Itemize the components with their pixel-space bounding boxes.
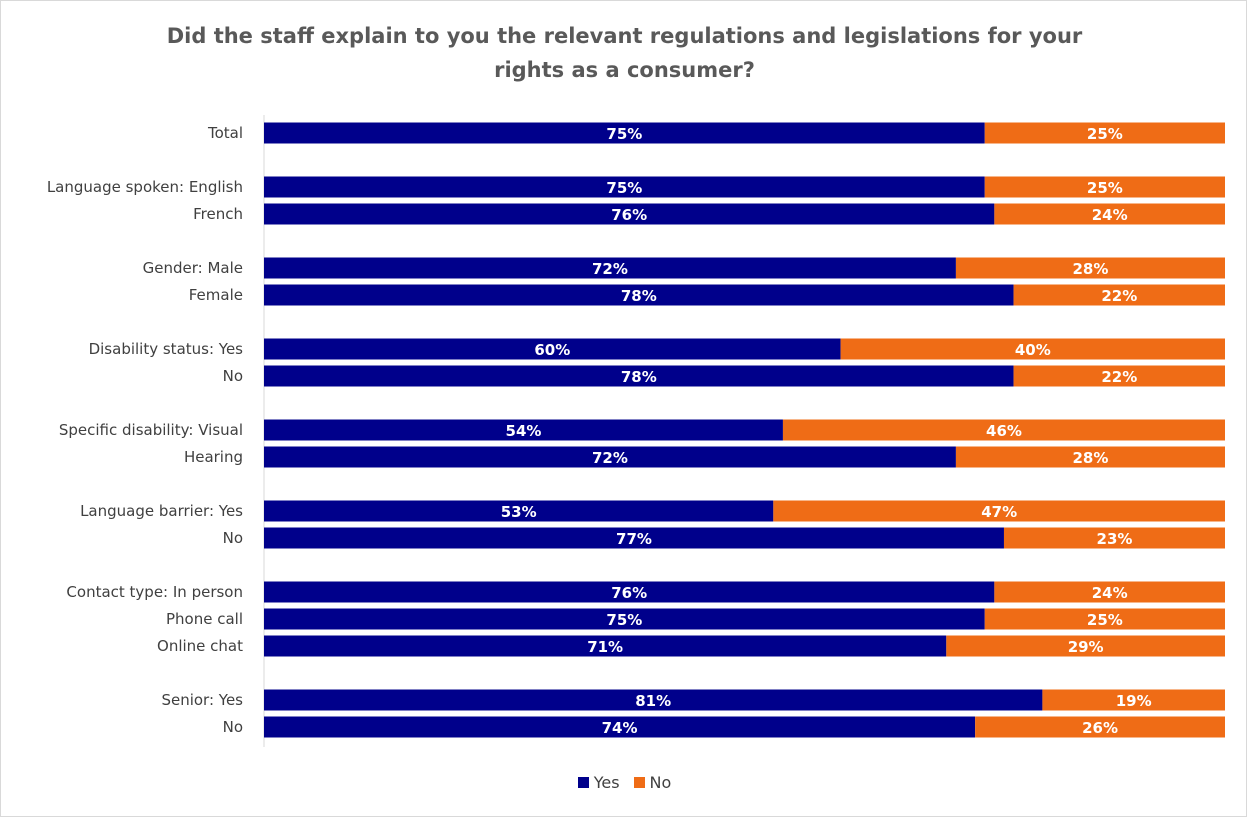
category-label: No xyxy=(223,529,243,547)
bar-no xyxy=(955,446,1225,468)
data-label-yes: 75% xyxy=(606,611,642,629)
data-label-no: 24% xyxy=(1092,584,1128,602)
data-label-yes: 76% xyxy=(611,584,647,602)
data-label-no: 19% xyxy=(1116,692,1152,710)
data-label-no: 26% xyxy=(1082,719,1118,737)
legend-swatch-no xyxy=(633,777,645,788)
data-label-yes: 75% xyxy=(606,125,642,143)
bar-yes xyxy=(264,122,985,144)
data-label-yes: 78% xyxy=(621,368,657,386)
data-label-yes: 72% xyxy=(592,260,628,278)
data-label-no: 28% xyxy=(1073,260,1109,278)
data-label-no: 25% xyxy=(1087,611,1123,629)
chart-title: Did the staff explain to you the relevan… xyxy=(166,24,1083,82)
data-label-no: 22% xyxy=(1101,368,1137,386)
legend-swatch-yes xyxy=(577,777,589,788)
legend: Yes No xyxy=(1,773,1247,792)
bar-yes xyxy=(264,689,1043,711)
bar-no xyxy=(975,716,1225,738)
bar-no xyxy=(994,581,1225,603)
data-label-yes: 54% xyxy=(506,422,542,440)
category-label: Female xyxy=(189,286,243,304)
bar-no xyxy=(1013,284,1225,306)
category-label: Hearing xyxy=(184,448,243,466)
bar-yes xyxy=(264,338,841,360)
bar-no xyxy=(994,203,1225,225)
bar-yes xyxy=(264,581,995,603)
data-label-yes: 60% xyxy=(534,341,570,359)
bar-yes xyxy=(264,527,1004,549)
bar-no xyxy=(1003,527,1225,549)
bar-no xyxy=(984,176,1225,198)
category-label: Phone call xyxy=(166,610,243,628)
bar-yes xyxy=(264,257,956,279)
bar-no xyxy=(1013,365,1225,387)
category-label: Online chat xyxy=(157,637,243,655)
data-label-yes: 72% xyxy=(592,449,628,467)
category-label: Total xyxy=(207,124,243,142)
bar-no xyxy=(984,122,1225,144)
bar-no xyxy=(955,257,1225,279)
data-label-no: 29% xyxy=(1068,638,1104,656)
data-label-yes: 71% xyxy=(587,638,623,656)
bar-yes xyxy=(264,365,1014,387)
bar-no xyxy=(840,338,1225,360)
category-label: Disability status: Yes xyxy=(89,340,244,358)
data-label-yes: 78% xyxy=(621,287,657,305)
bar-yes xyxy=(264,608,985,630)
bar-no xyxy=(946,635,1225,657)
bar-no xyxy=(1042,689,1225,711)
data-label-yes: 77% xyxy=(616,530,652,548)
bar-yes xyxy=(264,716,976,738)
legend-label-no: No xyxy=(649,773,672,792)
bar-yes xyxy=(264,446,956,468)
data-label-no: 40% xyxy=(1015,341,1051,359)
data-label-no: 23% xyxy=(1097,530,1133,548)
bar-yes xyxy=(264,176,985,198)
data-label-no: 28% xyxy=(1073,449,1109,467)
bar-no xyxy=(782,419,1225,441)
legend-label-yes: Yes xyxy=(593,773,620,792)
bar-yes xyxy=(264,635,947,657)
category-label: No xyxy=(223,718,243,736)
category-label: Gender: Male xyxy=(143,259,243,277)
plot-area: Total 75% 25% Language spoken: English 75% 25… xyxy=(47,115,1225,747)
data-label-no: 25% xyxy=(1087,179,1123,197)
data-label-no: 46% xyxy=(986,422,1022,440)
data-label-yes: 75% xyxy=(606,179,642,197)
data-label-yes: 76% xyxy=(611,206,647,224)
category-label: Contact type: In person xyxy=(66,583,243,601)
data-label-no: 22% xyxy=(1101,287,1137,305)
category-label: Senior: Yes xyxy=(161,691,243,709)
data-label-no: 47% xyxy=(981,503,1017,521)
data-label-no: 25% xyxy=(1087,125,1123,143)
bar-yes xyxy=(264,203,995,225)
bar-no xyxy=(773,500,1225,522)
category-label: Language barrier: Yes xyxy=(80,502,243,520)
category-label: Specific disability: Visual xyxy=(59,421,243,439)
category-label: Language spoken: English xyxy=(47,178,243,196)
data-label-yes: 81% xyxy=(635,692,671,710)
data-label-yes: 53% xyxy=(501,503,537,521)
bar-yes xyxy=(264,284,1014,306)
legend-item-yes: Yes xyxy=(577,773,620,792)
bar-no xyxy=(984,608,1225,630)
bar-yes xyxy=(264,500,774,522)
category-label: French xyxy=(193,205,243,223)
legend-item-no: No xyxy=(633,773,672,792)
bar-yes xyxy=(264,419,783,441)
data-label-no: 24% xyxy=(1092,206,1128,224)
data-label-yes: 74% xyxy=(602,719,638,737)
category-label: No xyxy=(223,367,243,385)
